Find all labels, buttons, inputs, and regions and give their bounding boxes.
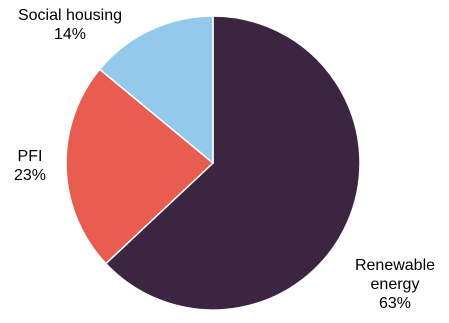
pie-slices [65, 15, 361, 311]
pie-labels: Renewable energy 63% PFI 23% Social housing 14… [14, 7, 435, 312]
pie-label-renewable-energy: Renewable energy 63% [355, 257, 435, 312]
pie-value-label: 14% [54, 26, 86, 43]
pie-value-label: 63% [379, 295, 411, 312]
pie-value-label: 23% [14, 167, 46, 184]
pie-label-pfi: PFI 23% [14, 148, 46, 184]
pie-slice-renewable-energy [105, 15, 361, 311]
pie-label-social-housing: Social housing 14% [18, 7, 122, 43]
pie-category-label: energy [371, 276, 420, 293]
pie-slice-pfi [65, 68, 214, 265]
pie-slice-social-housing [98, 15, 214, 164]
pie-category-label: PFI [18, 148, 43, 165]
pie-category-label: Social housing [18, 7, 122, 24]
pie-category-label: Renewable [355, 257, 435, 274]
